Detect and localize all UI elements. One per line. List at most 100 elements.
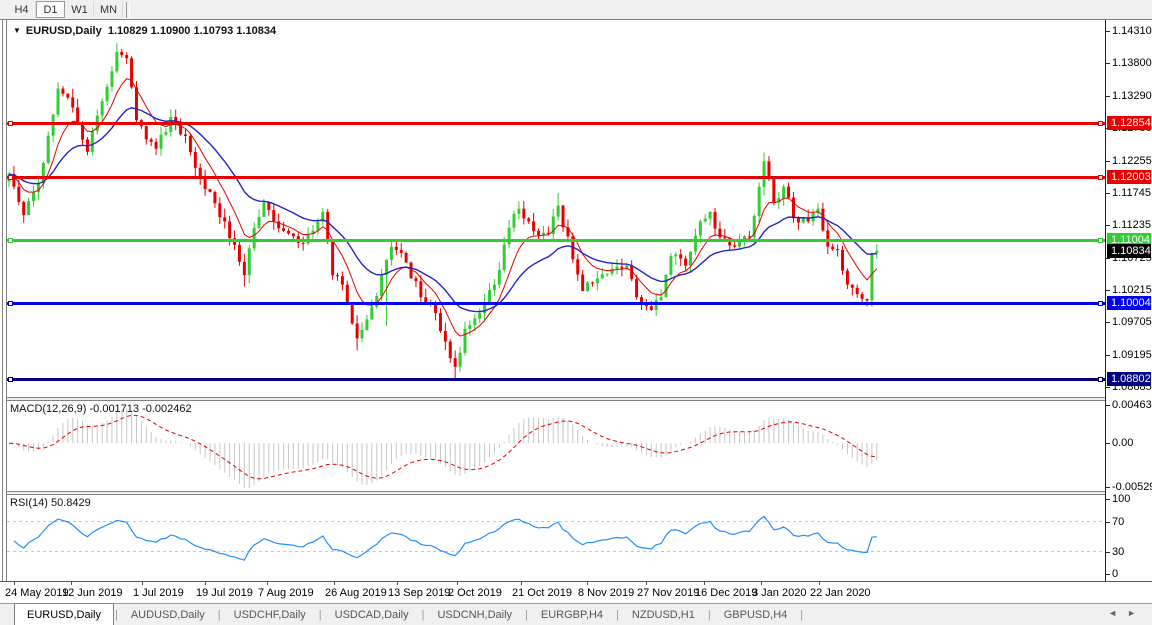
axis-tick-mark — [1106, 499, 1110, 500]
pane-separator-rsi[interactable] — [7, 491, 1105, 495]
candle-body — [850, 284, 854, 288]
candle-body — [218, 203, 222, 218]
tab-scroll-right-button[interactable]: ► — [1127, 608, 1146, 618]
candle-body — [747, 236, 751, 238]
chart-tab-eurusd[interactable]: EURUSD,Daily — [14, 603, 114, 625]
chart-tab-eurgbp[interactable]: EURGBP,H4 — [540, 608, 604, 621]
candle-body — [424, 297, 428, 304]
candle-body — [860, 294, 864, 299]
tab-separator: | — [525, 608, 528, 621]
candle-body — [855, 287, 859, 295]
price-flag-1.10834: 1.10834 — [1107, 244, 1151, 258]
date-label: 21 Oct 2019 — [512, 587, 572, 599]
candle-body — [870, 253, 874, 301]
candle-body — [733, 245, 737, 247]
candle-body — [836, 249, 840, 251]
toolbar-divider — [126, 1, 130, 18]
price-axis[interactable]: 1.143101.138001.132901.127801.122551.117… — [1105, 20, 1152, 581]
candle-body — [679, 254, 683, 259]
axis-tick-label: 100 — [1112, 493, 1131, 505]
chart-tab-audusd[interactable]: AUDUSD,Daily — [130, 608, 205, 621]
candle-body — [311, 230, 315, 235]
candle-body — [635, 279, 639, 298]
axis-tick-label: 1.09195 — [1112, 349, 1152, 361]
main-chart-canvas[interactable] — [7, 21, 1105, 397]
pane-separator-macd[interactable] — [7, 397, 1105, 401]
candle-body — [713, 211, 717, 229]
timeframe-button-mn[interactable]: MN — [94, 1, 123, 18]
candle-body — [262, 202, 266, 217]
candle-body — [649, 306, 653, 310]
axis-tick-label: 30 — [1112, 546, 1125, 558]
candle-body — [654, 300, 658, 310]
chart-tab-nzdusd[interactable]: NZDUSD,H1 — [631, 608, 695, 621]
date-tick — [761, 582, 762, 585]
ma-slow-line[interactable] — [8, 107, 877, 313]
tab-scroll-left-button[interactable]: ◄ — [1108, 608, 1128, 618]
date-tick — [71, 582, 72, 585]
candle-body — [41, 163, 45, 184]
macd-canvas[interactable] — [7, 401, 1105, 491]
candle-body — [478, 313, 482, 319]
candle-body — [453, 358, 457, 367]
ma-fast-line[interactable] — [8, 78, 878, 337]
hline-handle[interactable] — [1098, 377, 1103, 382]
candle-body — [36, 183, 40, 193]
chart-tab-gbpusd[interactable]: GBPUSD,H4 — [723, 608, 788, 621]
candle-body — [154, 141, 158, 149]
axis-tick-label: 1.14310 — [1112, 25, 1152, 37]
date-tick — [457, 582, 458, 585]
axis-tick-label: 70 — [1112, 516, 1125, 528]
hline-handle[interactable] — [1098, 301, 1103, 306]
axis-tick-label: 0.00 — [1112, 437, 1134, 449]
candle-body — [532, 221, 536, 231]
macd-name: MACD(12,26,9) — [10, 403, 87, 415]
candle-body — [821, 208, 825, 231]
rsi-canvas[interactable] — [7, 495, 1105, 581]
axis-tick-mark — [1106, 96, 1110, 97]
hline-handle[interactable] — [1098, 121, 1103, 126]
hline-handle[interactable] — [8, 377, 13, 382]
hline-handle[interactable] — [1098, 175, 1103, 180]
candle-body — [404, 252, 408, 263]
hline-1.12854[interactable] — [7, 122, 1105, 125]
hline-1.12003[interactable] — [7, 176, 1105, 179]
axis-tick-label: -0.005299 — [1112, 481, 1152, 493]
chart-tab-usdcnh[interactable]: USDCNH,Daily — [437, 608, 513, 621]
candle-body — [826, 230, 830, 247]
candle-body — [438, 313, 442, 331]
timeframe-button-d1[interactable]: D1 — [36, 1, 65, 18]
candle-body — [796, 218, 800, 223]
chart-tab-usdcad[interactable]: USDCAD,Daily — [334, 608, 409, 621]
axis-tick-mark — [1106, 290, 1110, 291]
timeframe-button-w1[interactable]: W1 — [65, 1, 94, 18]
axis-tick-mark — [1106, 31, 1110, 32]
candle-body — [684, 258, 688, 266]
tab-separator: | — [318, 608, 322, 621]
hline-1.10004[interactable] — [7, 302, 1105, 305]
hline-handle[interactable] — [8, 301, 13, 306]
axis-tick-mark — [1106, 322, 1110, 323]
chart-dropdown-icon[interactable]: ▼ — [13, 26, 21, 35]
candle-body — [228, 221, 232, 239]
rsi-line — [13, 515, 877, 561]
candle-body — [448, 341, 452, 359]
hline-1.11004[interactable] — [7, 239, 1105, 242]
hline-1.08802[interactable] — [7, 378, 1105, 381]
candle-body — [51, 114, 55, 136]
chart-tab-usdchf[interactable]: USDCHF,Daily — [233, 608, 306, 621]
window-frame-left-outer — [2, 19, 3, 603]
hline-handle[interactable] — [8, 121, 13, 126]
time-axis[interactable]: 24 May 2019 12 Jun 2019 1 Jul 2019 19 Jul 2… — [0, 581, 1152, 603]
hline-handle[interactable] — [8, 175, 13, 180]
date-tick — [704, 582, 705, 585]
axis-tick-label: 1.11235 — [1112, 219, 1151, 231]
candle-body — [586, 282, 590, 291]
axis-tick-label: 1.09705 — [1112, 316, 1152, 328]
tab-separator: | — [421, 608, 425, 621]
hline-handle[interactable] — [8, 238, 13, 243]
timeframe-button-h4[interactable]: H4 — [7, 1, 36, 18]
candle-body — [17, 186, 21, 202]
hline-handle[interactable] — [1098, 238, 1103, 243]
